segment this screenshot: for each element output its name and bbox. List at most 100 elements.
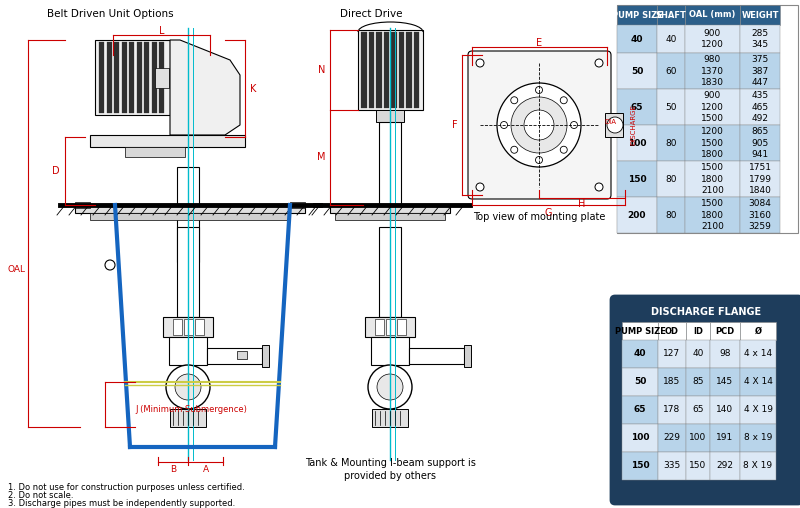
Bar: [330, 205, 450, 213]
Bar: [358, 30, 423, 110]
Circle shape: [501, 121, 507, 129]
Text: 80: 80: [666, 210, 677, 219]
Text: 65: 65: [630, 103, 643, 111]
Bar: [151, 42, 157, 113]
Text: 80: 80: [666, 175, 677, 183]
Text: DISCHARGE: DISCHARGE: [630, 105, 636, 145]
Bar: [406, 32, 411, 108]
Text: 65: 65: [634, 405, 646, 415]
Text: Belt Driven Unit Options: Belt Driven Unit Options: [47, 9, 174, 19]
Text: PUMP SIZE: PUMP SIZE: [614, 327, 666, 335]
Bar: [106, 42, 111, 113]
Bar: [658, 396, 686, 424]
Text: PCD: PCD: [715, 327, 734, 335]
Circle shape: [166, 365, 210, 409]
Bar: [710, 396, 740, 424]
Text: 50: 50: [666, 103, 677, 111]
Bar: [622, 452, 658, 480]
Text: L: L: [158, 26, 164, 36]
Bar: [740, 452, 776, 480]
Text: 900
1200: 900 1200: [701, 28, 724, 49]
Bar: [622, 424, 658, 452]
Bar: [361, 32, 366, 108]
Text: 865
905
941: 865 905 941: [751, 126, 769, 160]
Circle shape: [510, 146, 518, 153]
Bar: [170, 409, 206, 427]
Text: 435
465
492: 435 465 492: [751, 91, 769, 123]
Bar: [685, 197, 740, 233]
Bar: [122, 42, 126, 113]
Bar: [617, 5, 798, 233]
Text: 900
1200
1500: 900 1200 1500: [701, 91, 724, 123]
Bar: [184, 319, 193, 335]
Bar: [740, 25, 780, 53]
Text: N: N: [318, 65, 325, 75]
Text: E: E: [536, 38, 542, 48]
Bar: [740, 89, 780, 125]
Bar: [740, 396, 776, 424]
Bar: [657, 125, 685, 161]
Bar: [686, 424, 710, 452]
Bar: [710, 452, 740, 480]
Bar: [90, 135, 245, 147]
Text: 145: 145: [717, 377, 734, 387]
Circle shape: [368, 365, 412, 409]
Text: 2. Do not scale.: 2. Do not scale.: [8, 492, 74, 500]
Bar: [617, 125, 657, 161]
Text: D: D: [52, 166, 60, 176]
Bar: [686, 322, 710, 340]
Bar: [710, 424, 740, 452]
Bar: [740, 5, 780, 25]
Bar: [686, 396, 710, 424]
Bar: [617, 161, 657, 197]
Circle shape: [476, 59, 484, 67]
Bar: [335, 213, 445, 220]
Bar: [740, 340, 776, 368]
Bar: [262, 345, 269, 367]
Bar: [685, 125, 740, 161]
Circle shape: [524, 110, 554, 140]
Text: OD: OD: [665, 327, 679, 335]
Text: Ø: Ø: [754, 327, 762, 335]
Bar: [605, 113, 623, 137]
Text: H: H: [578, 199, 586, 209]
Text: 150: 150: [628, 175, 646, 183]
Circle shape: [560, 97, 567, 104]
Text: B: B: [170, 465, 176, 474]
Text: 1751
1799
1840: 1751 1799 1840: [749, 163, 771, 195]
Bar: [686, 452, 710, 480]
Bar: [195, 319, 204, 335]
Bar: [740, 197, 780, 233]
Bar: [686, 340, 710, 368]
Text: OAL (mm): OAL (mm): [690, 11, 736, 19]
Text: 1500
1800
2100: 1500 1800 2100: [701, 163, 724, 195]
Text: 185: 185: [663, 377, 681, 387]
Text: 100: 100: [690, 433, 706, 442]
Text: PUMP SIZE: PUMP SIZE: [611, 11, 662, 19]
Text: Tank & Mounting I-beam support is
provided by others: Tank & Mounting I-beam support is provid…: [305, 458, 475, 481]
Bar: [617, 89, 657, 125]
Bar: [371, 337, 409, 365]
Text: A: A: [202, 465, 209, 474]
Bar: [710, 340, 740, 368]
Bar: [657, 161, 685, 197]
Bar: [75, 202, 90, 208]
Text: WEIGHT: WEIGHT: [742, 11, 778, 19]
Text: F: F: [452, 120, 458, 130]
Text: 40: 40: [634, 350, 646, 359]
Bar: [155, 68, 169, 87]
Bar: [740, 368, 776, 396]
Bar: [710, 322, 740, 340]
Bar: [657, 197, 685, 233]
Bar: [375, 319, 384, 335]
Bar: [658, 424, 686, 452]
Bar: [622, 396, 658, 424]
Text: 1. Do not use for construction purposes unless certified.: 1. Do not use for construction purposes …: [8, 484, 245, 492]
Bar: [95, 40, 170, 115]
Bar: [177, 227, 199, 317]
Text: 3. Discharge pipes must be independently supported.: 3. Discharge pipes must be independently…: [8, 499, 235, 508]
Text: Direct Drive: Direct Drive: [340, 9, 402, 19]
Bar: [397, 319, 406, 335]
Bar: [414, 32, 419, 108]
Bar: [386, 319, 395, 335]
